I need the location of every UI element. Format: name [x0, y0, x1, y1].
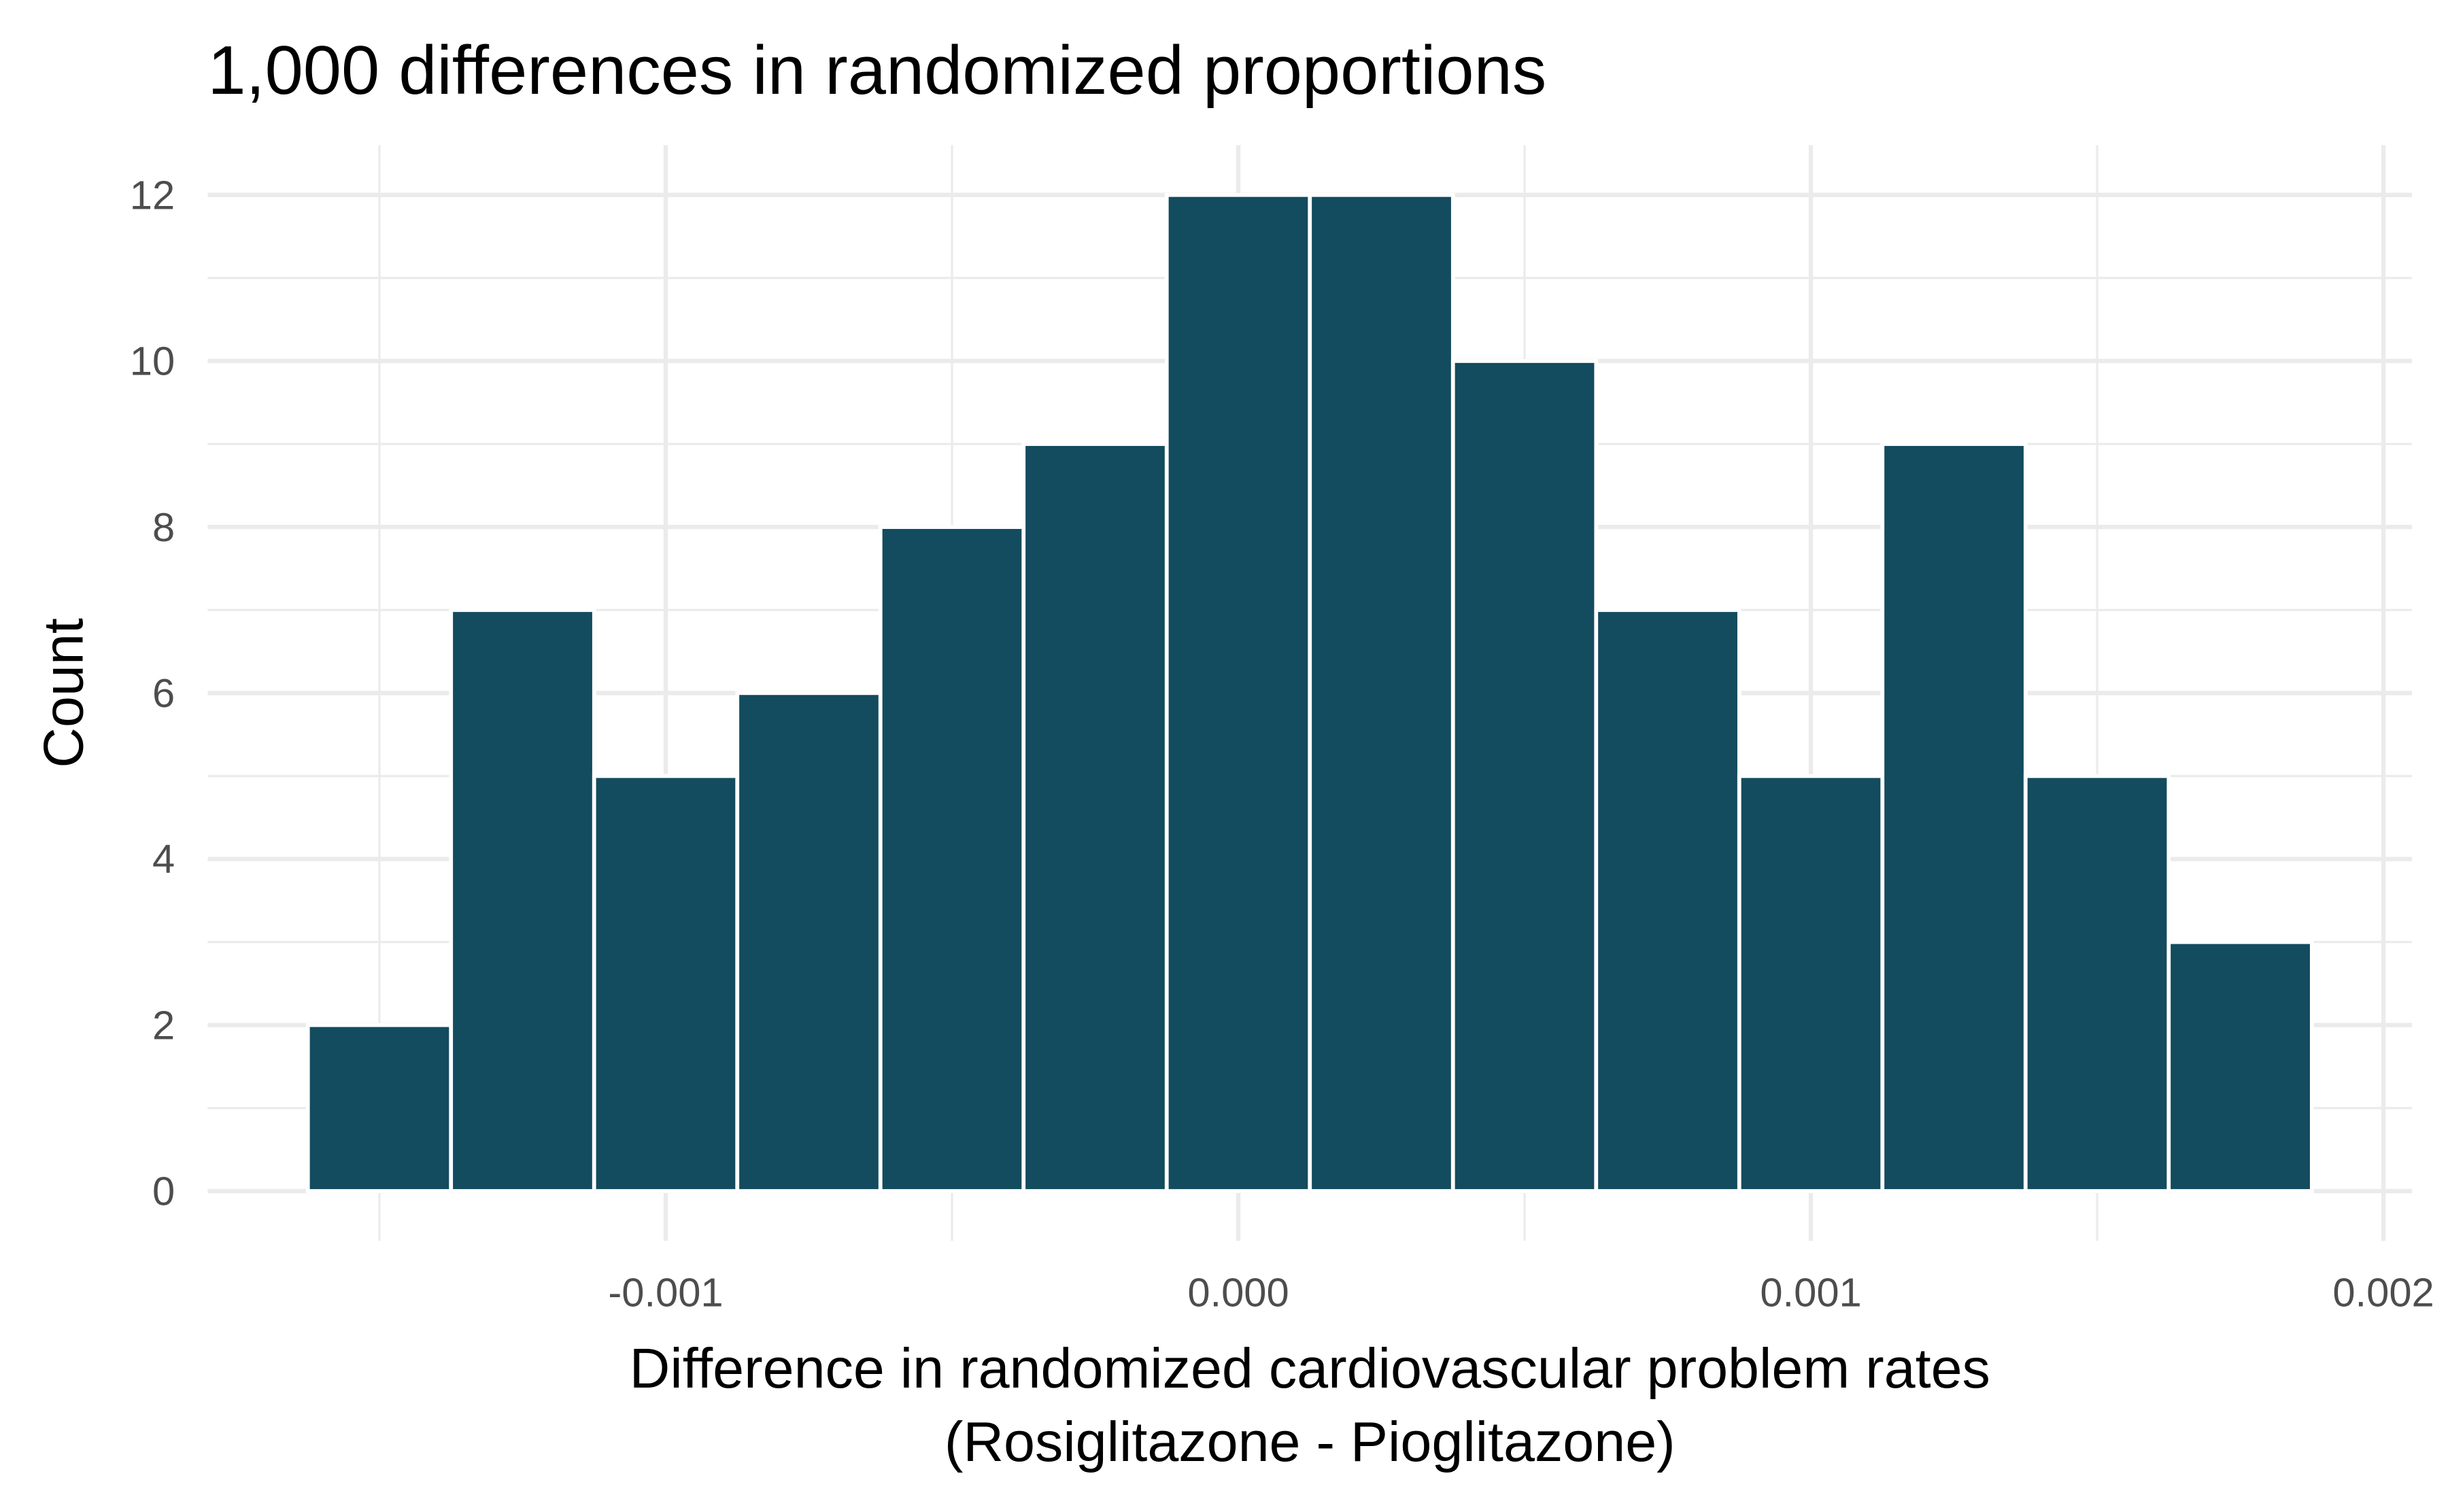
bar	[1880, 442, 2028, 1193]
chart-title: 1,000 differences in randomized proporti…	[207, 33, 1546, 109]
bar	[1737, 774, 1885, 1193]
bar	[1164, 192, 1312, 1193]
y-tick-label: 2	[152, 1002, 175, 1048]
bar	[1450, 359, 1599, 1193]
bar	[592, 774, 740, 1193]
x-tick-label: -0.001	[608, 1270, 723, 1316]
bar	[2166, 940, 2314, 1193]
bar	[2023, 774, 2171, 1193]
y-tick-label: 6	[152, 670, 175, 716]
x-tick-label: 0.000	[1187, 1270, 1289, 1316]
x-tick-label: 0.001	[1760, 1270, 1861, 1316]
bar	[449, 608, 596, 1193]
y-tick-label: 10	[130, 339, 175, 384]
bar	[1594, 608, 1741, 1193]
y-axis-label: Count	[32, 618, 95, 768]
y-tick-label: 4	[152, 836, 175, 882]
y-tick-label: 8	[152, 504, 175, 550]
bar	[1021, 442, 1169, 1193]
x-tick-label: 0.002	[2332, 1270, 2434, 1316]
bar	[878, 525, 1026, 1193]
x-axis-label: (Rosiglitazone - Pioglitazone)	[945, 1410, 1676, 1473]
bar	[1308, 192, 1455, 1193]
y-tick-label: 12	[130, 172, 175, 218]
bar	[735, 691, 883, 1193]
y-tick-label: 0	[152, 1169, 175, 1214]
x-axis-label: Difference in randomized cardiovascular …	[630, 1337, 1990, 1400]
bar	[305, 1023, 454, 1193]
